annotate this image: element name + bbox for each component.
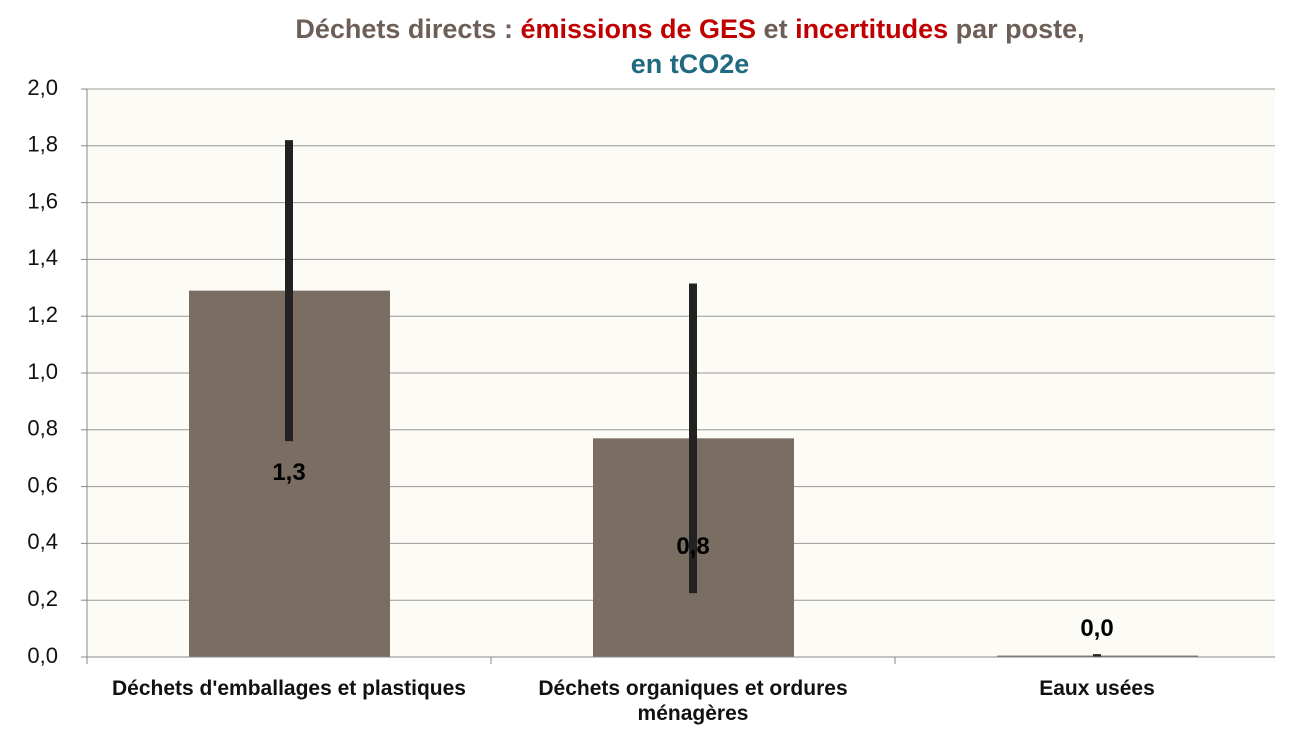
title-part: et bbox=[756, 14, 795, 44]
x-tick-label: Eaux usées bbox=[1039, 677, 1155, 700]
y-tick-label: 1,2 bbox=[27, 302, 58, 327]
y-tick-label: 1,6 bbox=[27, 188, 58, 213]
data-label: 1,3 bbox=[272, 459, 305, 486]
y-tick-label: 2,0 bbox=[27, 75, 58, 100]
y-tick-label: 1,4 bbox=[27, 245, 58, 270]
title-part: incertitudes bbox=[795, 14, 948, 44]
x-tick-label: Déchets d'emballages et plastiques bbox=[112, 677, 466, 700]
x-tick-label: Déchets organiques et ordures ménagères bbox=[538, 677, 848, 725]
title-part: Déchets directs : bbox=[295, 14, 520, 44]
y-tick-label: 0,8 bbox=[27, 416, 58, 441]
title-part: émissions de GES bbox=[520, 14, 756, 44]
y-tick-label: 1,0 bbox=[27, 359, 58, 384]
y-tick-label: 0,2 bbox=[27, 586, 58, 611]
chart-subtitle: en tCO2e bbox=[631, 49, 750, 79]
y-tick-label: 1,8 bbox=[27, 132, 58, 157]
chart-title: Déchets directs : émissions de GES et in… bbox=[295, 14, 1084, 44]
y-tick-label: 0,4 bbox=[27, 529, 58, 554]
data-label: 0,8 bbox=[676, 533, 709, 560]
title-part: par poste, bbox=[948, 14, 1085, 44]
y-tick-label: 0,6 bbox=[27, 472, 58, 497]
y-tick-label: 0,0 bbox=[27, 643, 58, 668]
data-label: 0,0 bbox=[1080, 615, 1113, 642]
